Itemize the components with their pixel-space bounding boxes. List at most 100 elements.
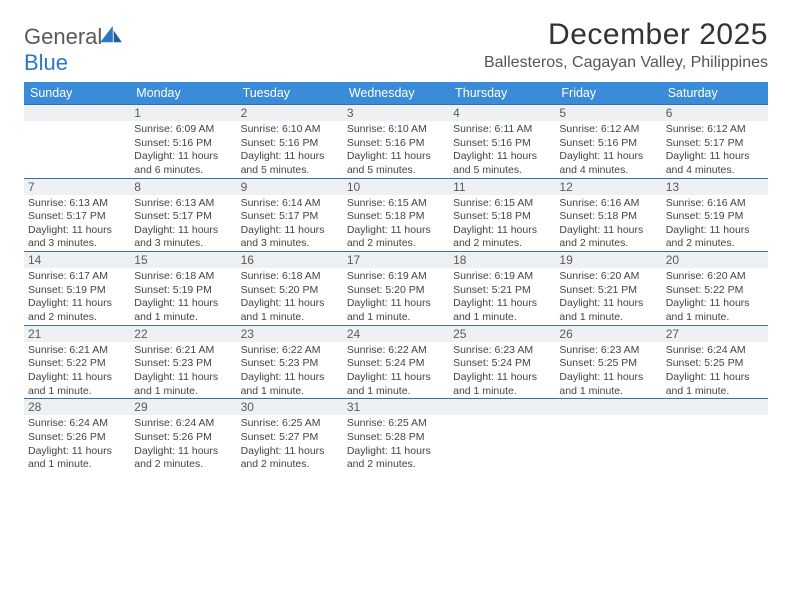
day-info: Sunrise: 6:20 AMSunset: 5:21 PMDaylight:…	[555, 268, 661, 325]
daylight-text: Daylight: 11 hours and 1 minute.	[347, 371, 445, 398]
header: GeneralBlue December 2025 Ballesteros, C…	[24, 18, 768, 76]
sunset-text: Sunset: 5:19 PM	[666, 210, 764, 224]
sunrise-text: Sunrise: 6:12 AM	[666, 123, 764, 137]
logo: GeneralBlue	[24, 18, 122, 76]
day-number: 16	[237, 252, 343, 268]
day-number: 18	[449, 252, 555, 268]
day-cell: 30Sunrise: 6:25 AMSunset: 5:27 PMDayligh…	[237, 399, 343, 472]
day-info: Sunrise: 6:22 AMSunset: 5:23 PMDaylight:…	[237, 342, 343, 399]
dow-header: Monday	[130, 82, 236, 105]
day-info: Sunrise: 6:10 AMSunset: 5:16 PMDaylight:…	[343, 121, 449, 178]
sunrise-text: Sunrise: 6:24 AM	[666, 344, 764, 358]
week-row: 28Sunrise: 6:24 AMSunset: 5:26 PMDayligh…	[24, 399, 768, 472]
sunrise-text: Sunrise: 6:21 AM	[134, 344, 232, 358]
sunrise-text: Sunrise: 6:16 AM	[559, 197, 657, 211]
day-info: Sunrise: 6:18 AMSunset: 5:19 PMDaylight:…	[130, 268, 236, 325]
week-row: 21Sunrise: 6:21 AMSunset: 5:22 PMDayligh…	[24, 325, 768, 399]
day-number: 27	[662, 326, 768, 342]
sunrise-text: Sunrise: 6:10 AM	[347, 123, 445, 137]
daylight-text: Daylight: 11 hours and 2 minutes.	[666, 224, 764, 251]
daylight-text: Daylight: 11 hours and 2 minutes.	[347, 445, 445, 472]
day-cell: 29Sunrise: 6:24 AMSunset: 5:26 PMDayligh…	[130, 399, 236, 472]
daylight-text: Daylight: 11 hours and 1 minute.	[134, 297, 232, 324]
sunrise-text: Sunrise: 6:11 AM	[453, 123, 551, 137]
day-cell: 22Sunrise: 6:21 AMSunset: 5:23 PMDayligh…	[130, 325, 236, 399]
sunset-text: Sunset: 5:21 PM	[453, 284, 551, 298]
day-number: 3	[343, 105, 449, 121]
day-info: Sunrise: 6:19 AMSunset: 5:20 PMDaylight:…	[343, 268, 449, 325]
calendar-body: 1Sunrise: 6:09 AMSunset: 5:16 PMDaylight…	[24, 105, 768, 472]
day-cell: 24Sunrise: 6:22 AMSunset: 5:24 PMDayligh…	[343, 325, 449, 399]
day-number: 14	[24, 252, 130, 268]
daylight-text: Daylight: 11 hours and 1 minute.	[559, 371, 657, 398]
days-of-week-row: Sunday Monday Tuesday Wednesday Thursday…	[24, 82, 768, 105]
day-info: Sunrise: 6:24 AMSunset: 5:26 PMDaylight:…	[24, 415, 130, 472]
day-info: Sunrise: 6:21 AMSunset: 5:23 PMDaylight:…	[130, 342, 236, 399]
day-info: Sunrise: 6:12 AMSunset: 5:17 PMDaylight:…	[662, 121, 768, 178]
day-cell: 18Sunrise: 6:19 AMSunset: 5:21 PMDayligh…	[449, 252, 555, 326]
day-cell: 26Sunrise: 6:23 AMSunset: 5:25 PMDayligh…	[555, 325, 661, 399]
day-cell: 23Sunrise: 6:22 AMSunset: 5:23 PMDayligh…	[237, 325, 343, 399]
sunrise-text: Sunrise: 6:24 AM	[28, 417, 126, 431]
day-cell: 28Sunrise: 6:24 AMSunset: 5:26 PMDayligh…	[24, 399, 130, 472]
day-cell: 13Sunrise: 6:16 AMSunset: 5:19 PMDayligh…	[662, 178, 768, 252]
sunset-text: Sunset: 5:25 PM	[666, 357, 764, 371]
day-number: 9	[237, 179, 343, 195]
sunset-text: Sunset: 5:22 PM	[666, 284, 764, 298]
sunset-text: Sunset: 5:22 PM	[28, 357, 126, 371]
empty-day-number	[555, 399, 661, 415]
sunset-text: Sunset: 5:24 PM	[347, 357, 445, 371]
day-info: Sunrise: 6:21 AMSunset: 5:22 PMDaylight:…	[24, 342, 130, 399]
sunrise-text: Sunrise: 6:13 AM	[134, 197, 232, 211]
sunset-text: Sunset: 5:23 PM	[241, 357, 339, 371]
daylight-text: Daylight: 11 hours and 2 minutes.	[453, 224, 551, 251]
week-row: 7Sunrise: 6:13 AMSunset: 5:17 PMDaylight…	[24, 178, 768, 252]
day-number: 17	[343, 252, 449, 268]
sunset-text: Sunset: 5:18 PM	[347, 210, 445, 224]
day-cell	[449, 399, 555, 472]
day-cell: 19Sunrise: 6:20 AMSunset: 5:21 PMDayligh…	[555, 252, 661, 326]
logo-text-b: Blue	[24, 50, 68, 75]
title-block: December 2025 Ballesteros, Cagayan Valle…	[484, 18, 768, 72]
day-cell	[662, 399, 768, 472]
daylight-text: Daylight: 11 hours and 3 minutes.	[134, 224, 232, 251]
day-number: 2	[237, 105, 343, 121]
daylight-text: Daylight: 11 hours and 1 minute.	[559, 297, 657, 324]
daylight-text: Daylight: 11 hours and 1 minute.	[347, 297, 445, 324]
day-number: 25	[449, 326, 555, 342]
day-number: 28	[24, 399, 130, 415]
day-info: Sunrise: 6:24 AMSunset: 5:25 PMDaylight:…	[662, 342, 768, 399]
day-cell: 9Sunrise: 6:14 AMSunset: 5:17 PMDaylight…	[237, 178, 343, 252]
day-cell	[24, 105, 130, 179]
page-title: December 2025	[484, 18, 768, 52]
sunrise-text: Sunrise: 6:19 AM	[453, 270, 551, 284]
sunrise-text: Sunrise: 6:16 AM	[666, 197, 764, 211]
sunset-text: Sunset: 5:16 PM	[241, 137, 339, 151]
daylight-text: Daylight: 11 hours and 2 minutes.	[134, 445, 232, 472]
sunset-text: Sunset: 5:16 PM	[559, 137, 657, 151]
day-number: 15	[130, 252, 236, 268]
sunrise-text: Sunrise: 6:13 AM	[28, 197, 126, 211]
day-info: Sunrise: 6:15 AMSunset: 5:18 PMDaylight:…	[343, 195, 449, 252]
sunset-text: Sunset: 5:19 PM	[28, 284, 126, 298]
day-cell: 20Sunrise: 6:20 AMSunset: 5:22 PMDayligh…	[662, 252, 768, 326]
sunset-text: Sunset: 5:18 PM	[559, 210, 657, 224]
day-cell	[555, 399, 661, 472]
day-info: Sunrise: 6:16 AMSunset: 5:18 PMDaylight:…	[555, 195, 661, 252]
sunset-text: Sunset: 5:17 PM	[241, 210, 339, 224]
day-info: Sunrise: 6:23 AMSunset: 5:24 PMDaylight:…	[449, 342, 555, 399]
sunset-text: Sunset: 5:20 PM	[241, 284, 339, 298]
day-cell: 27Sunrise: 6:24 AMSunset: 5:25 PMDayligh…	[662, 325, 768, 399]
sunrise-text: Sunrise: 6:22 AM	[241, 344, 339, 358]
day-info: Sunrise: 6:23 AMSunset: 5:25 PMDaylight:…	[555, 342, 661, 399]
day-cell: 17Sunrise: 6:19 AMSunset: 5:20 PMDayligh…	[343, 252, 449, 326]
day-number: 6	[662, 105, 768, 121]
dow-header: Tuesday	[237, 82, 343, 105]
day-cell: 11Sunrise: 6:15 AMSunset: 5:18 PMDayligh…	[449, 178, 555, 252]
dow-header: Thursday	[449, 82, 555, 105]
daylight-text: Daylight: 11 hours and 3 minutes.	[28, 224, 126, 251]
day-cell: 15Sunrise: 6:18 AMSunset: 5:19 PMDayligh…	[130, 252, 236, 326]
daylight-text: Daylight: 11 hours and 1 minute.	[134, 371, 232, 398]
empty-day-info	[449, 415, 555, 472]
day-number: 11	[449, 179, 555, 195]
